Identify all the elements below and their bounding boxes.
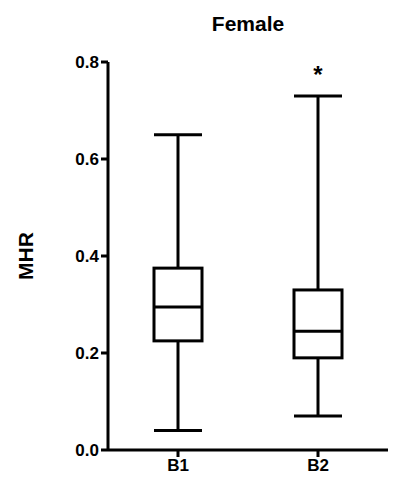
svg-text:0.8: 0.8 (75, 53, 99, 72)
svg-text:*: * (313, 61, 323, 88)
svg-text:0.4: 0.4 (75, 247, 99, 266)
svg-text:MHR: MHR (14, 232, 37, 280)
svg-text:0.6: 0.6 (75, 150, 99, 169)
html-text:Female: Female (211, 12, 285, 35)
svg-text:B2: B2 (307, 456, 329, 475)
svg-text:0.0: 0.0 (75, 441, 99, 460)
svg-text:B1: B1 (167, 456, 189, 475)
svg-text:0.2: 0.2 (75, 344, 99, 363)
